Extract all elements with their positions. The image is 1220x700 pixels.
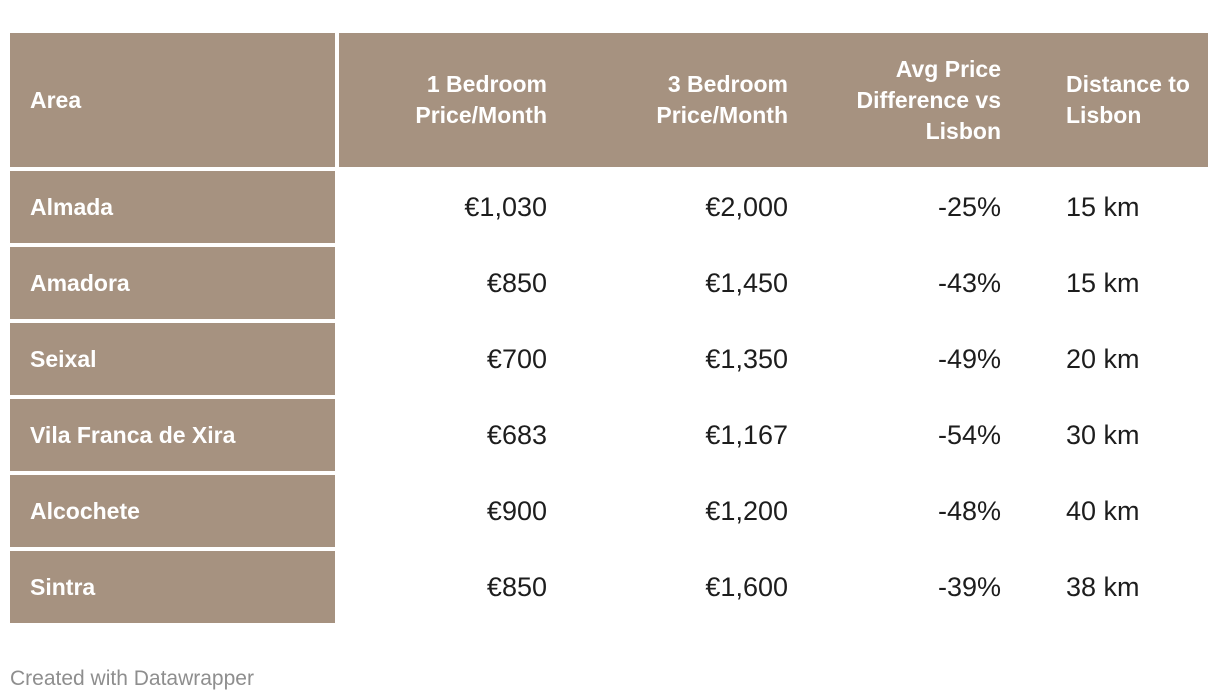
price-1br-cell: €900 <box>339 475 567 551</box>
price-1br-cell: €850 <box>339 247 567 323</box>
attribution-link[interactable]: Created with Datawrapper <box>10 667 254 690</box>
price-diff-cell: -54% <box>808 399 1021 475</box>
area-cell: Seixal <box>10 323 339 399</box>
price-1br-cell: €1,030 <box>339 171 567 247</box>
price-1br-cell: €850 <box>339 551 567 627</box>
table-row: Seixal €700 €1,350 -49% 20 km <box>10 323 1208 399</box>
table-row: Almada €1,030 €2,000 -25% 15 km <box>10 171 1208 247</box>
table-row: Vila Franca de Xira €683 €1,167 -54% 30 km <box>10 399 1208 475</box>
table-body: Almada €1,030 €2,000 -25% 15 km Amadora €850 €1… <box>10 171 1208 627</box>
price-diff-cell: -25% <box>808 171 1021 247</box>
price-3br-cell: €1,200 <box>567 475 808 551</box>
table-row: Sintra €850 €1,600 -39% 38 km <box>10 551 1208 627</box>
price-1br-cell: €683 <box>339 399 567 475</box>
area-cell: Almada <box>10 171 339 247</box>
distance-cell: 15 km <box>1021 171 1208 247</box>
table-row: Amadora €850 €1,450 -43% 15 km <box>10 247 1208 323</box>
price-3br-cell: €2,000 <box>567 171 808 247</box>
rent-comparison-table: Area 1 Bedroom Price/Month 3 Bedroom Pri… <box>10 33 1208 627</box>
area-cell: Vila Franca de Xira <box>10 399 339 475</box>
table-header-row: Area 1 Bedroom Price/Month 3 Bedroom Pri… <box>10 33 1208 171</box>
price-3br-cell: €1,600 <box>567 551 808 627</box>
column-header-distance: Distance to Lisbon <box>1021 33 1208 171</box>
price-3br-cell: €1,350 <box>567 323 808 399</box>
distance-cell: 30 km <box>1021 399 1208 475</box>
price-1br-cell: €700 <box>339 323 567 399</box>
price-diff-cell: -39% <box>808 551 1021 627</box>
area-cell: Sintra <box>10 551 339 627</box>
price-diff-cell: -43% <box>808 247 1021 323</box>
area-cell: Alcochete <box>10 475 339 551</box>
column-header-3-bedroom: 3 Bedroom Price/Month <box>567 33 808 171</box>
price-3br-cell: €1,450 <box>567 247 808 323</box>
distance-cell: 15 km <box>1021 247 1208 323</box>
distance-cell: 38 km <box>1021 551 1208 627</box>
distance-cell: 40 km <box>1021 475 1208 551</box>
distance-cell: 20 km <box>1021 323 1208 399</box>
price-diff-cell: -49% <box>808 323 1021 399</box>
column-header-area: Area <box>10 33 339 171</box>
table-row: Alcochete €900 €1,200 -48% 40 km <box>10 475 1208 551</box>
column-header-price-diff: Avg Price Difference vs Lisbon <box>808 33 1021 171</box>
price-diff-cell: -48% <box>808 475 1021 551</box>
area-cell: Amadora <box>10 247 339 323</box>
price-3br-cell: €1,167 <box>567 399 808 475</box>
column-header-1-bedroom: 1 Bedroom Price/Month <box>339 33 567 171</box>
